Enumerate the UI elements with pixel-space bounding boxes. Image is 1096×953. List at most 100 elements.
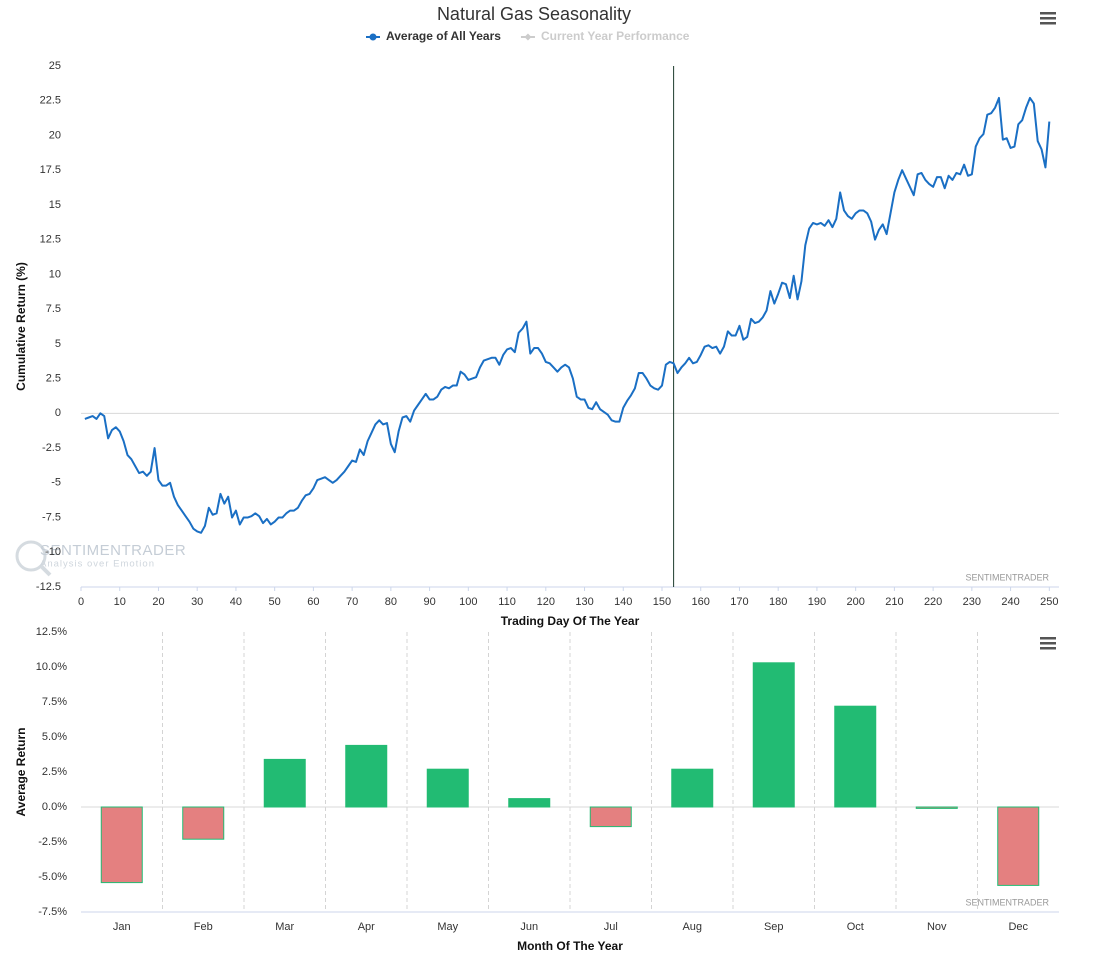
- logo-icon: [15, 540, 52, 577]
- bar: [263, 758, 306, 808]
- y-tick-label: -5: [51, 477, 61, 489]
- menu-bar: [1040, 647, 1056, 650]
- x-tick-label: 110: [498, 596, 516, 608]
- y-tick-label: 25: [49, 60, 61, 72]
- x-tick-label: 20: [152, 596, 164, 608]
- x-tick-label: Dec: [1008, 921, 1028, 933]
- x-tick-label: Feb: [194, 921, 213, 933]
- y-tick-label: -5.0%: [38, 871, 67, 883]
- x-tick-label: 140: [614, 596, 632, 608]
- bar: [752, 662, 795, 808]
- logo-handle: [39, 564, 52, 577]
- x-tick-label: 10: [114, 596, 126, 608]
- y-tick-label: 17.5: [40, 164, 61, 176]
- bar: [589, 806, 632, 828]
- chart-title: Natural Gas Seasonality: [437, 4, 631, 24]
- bar: [426, 768, 469, 808]
- y-tick-label: 0.0%: [42, 801, 67, 813]
- y-tick-label: -10: [45, 546, 61, 558]
- logo-text: SENTIMENTRADER: [40, 542, 186, 559]
- menu-bar: [1040, 17, 1056, 20]
- menu-button[interactable]: [1040, 637, 1056, 650]
- x-tick-label: 80: [385, 596, 397, 608]
- x-tick-label: Oct: [847, 921, 864, 933]
- bar: [671, 768, 714, 808]
- x-tick-label: 150: [653, 596, 671, 608]
- x-tick-label: 70: [346, 596, 358, 608]
- x-tick-label: 100: [459, 596, 477, 608]
- y-tick-label: 22.5: [40, 95, 61, 107]
- x-tick-label: 240: [1001, 596, 1019, 608]
- legend-symbol: [369, 33, 377, 41]
- y-tick-label: 0: [55, 407, 61, 419]
- x-tick-label: 40: [230, 596, 242, 608]
- x-tick-label: Jun: [520, 921, 538, 933]
- x-tick-label: 60: [307, 596, 319, 608]
- x-tick-label: 250: [1040, 596, 1058, 608]
- legend-label: Current Year Performance: [541, 29, 690, 43]
- logo-ring: [15, 540, 47, 572]
- x-tick-label: 50: [269, 596, 281, 608]
- x-axis-title: Month Of The Year: [517, 939, 623, 953]
- x-tick-label: Jan: [113, 921, 131, 933]
- x-tick-label: 90: [423, 596, 435, 608]
- legend-label: Average of All Years: [386, 29, 501, 43]
- x-tick-label: 200: [846, 596, 864, 608]
- x-tick-label: 190: [808, 596, 826, 608]
- y-axis-title: Average Return: [14, 728, 28, 817]
- x-tick-label: 230: [963, 596, 981, 608]
- y-tick-label: 10.0%: [36, 661, 67, 673]
- legend-item[interactable]: Average of All Years: [366, 29, 501, 43]
- y-tick-label: 12.5%: [36, 626, 67, 638]
- y-tick-label: 5: [55, 338, 61, 350]
- y-tick-label: 2.5: [46, 373, 61, 385]
- x-tick-label: 130: [575, 596, 593, 608]
- x-tick-label: 180: [769, 596, 787, 608]
- y-tick-label: -2.5%: [38, 836, 67, 848]
- y-tick-label: 15: [49, 199, 61, 211]
- x-tick-label: 120: [537, 596, 555, 608]
- bar: [997, 806, 1040, 886]
- y-tick-label: 12.5: [40, 234, 61, 246]
- y-tick-label: -12.5: [36, 581, 61, 593]
- y-tick-label: 10: [49, 268, 61, 280]
- bar: [182, 806, 225, 840]
- y-tick-label: 7.5: [46, 303, 61, 315]
- menu-button[interactable]: [1040, 12, 1056, 25]
- bar: [834, 705, 877, 808]
- x-tick-label: Mar: [275, 921, 294, 933]
- y-tick-label: 7.5%: [42, 696, 67, 708]
- x-tick-label: 30: [191, 596, 203, 608]
- x-tick-label: 210: [885, 596, 903, 608]
- bar: [508, 798, 551, 808]
- x-tick-label: Jul: [604, 921, 618, 933]
- y-axis-title: Cumulative Return (%): [14, 262, 28, 391]
- x-tick-label: 170: [730, 596, 748, 608]
- bar: [100, 806, 143, 884]
- x-tick-label: Sep: [764, 921, 784, 933]
- bar: [915, 806, 958, 809]
- series-line: [84, 96, 1051, 534]
- y-tick-label: -7.5: [42, 511, 61, 523]
- y-tick-label: 5.0%: [42, 731, 67, 743]
- x-tick-label: Apr: [358, 921, 375, 933]
- x-tick-label: Aug: [682, 921, 702, 933]
- bar: [345, 744, 388, 808]
- menu-bar: [1040, 637, 1056, 640]
- x-axis-title: Trading Day Of The Year: [501, 614, 640, 628]
- legend-item[interactable]: Current Year Performance: [520, 29, 690, 43]
- menu-bar: [1040, 12, 1056, 15]
- legend-symbol: [524, 33, 532, 41]
- menu-bar: [1040, 642, 1056, 645]
- y-tick-label: 2.5%: [42, 766, 67, 778]
- x-tick-label: 220: [924, 596, 942, 608]
- x-tick-label: May: [437, 921, 458, 933]
- credit: SENTIMENTRADER: [965, 897, 1049, 907]
- menu-bar: [1040, 22, 1056, 25]
- y-tick-label: -7.5%: [38, 906, 67, 918]
- x-tick-label: Nov: [927, 921, 947, 933]
- x-tick-label: 160: [692, 596, 710, 608]
- y-tick-label: 20: [49, 129, 61, 141]
- credit: SENTIMENTRADER: [965, 572, 1049, 582]
